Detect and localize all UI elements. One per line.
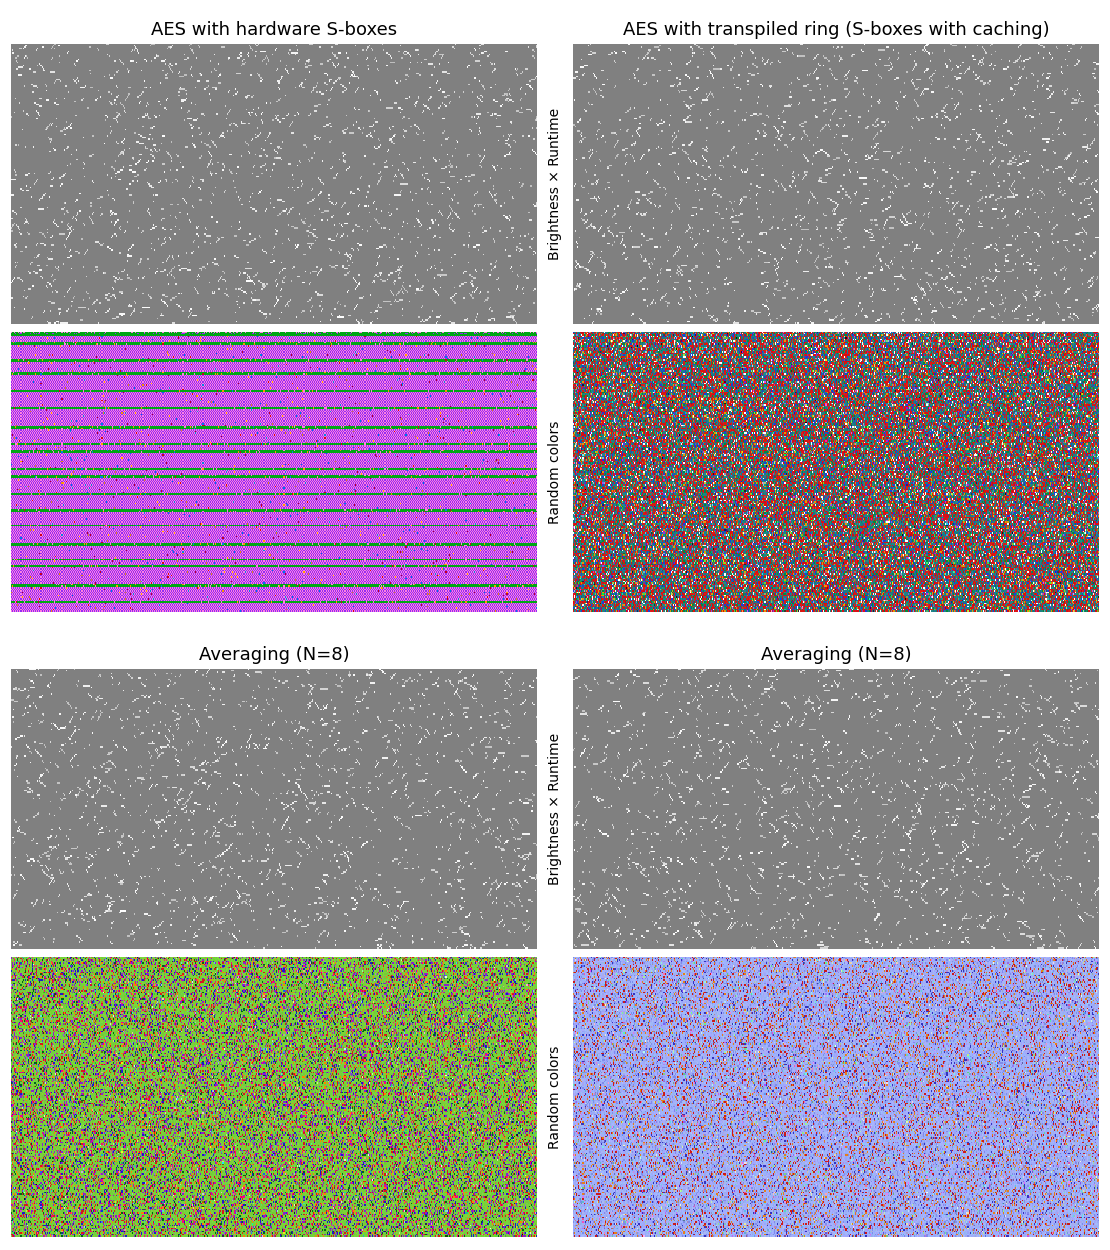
Text: Brightness × Runtime: Brightness × Runtime: [548, 732, 562, 885]
Text: Averaging (N=8): Averaging (N=8): [760, 646, 911, 664]
Text: Averaging (N=8): Averaging (N=8): [199, 646, 350, 664]
Text: Random colors: Random colors: [548, 1046, 562, 1149]
Text: AES with hardware S-boxes: AES with hardware S-boxes: [151, 21, 397, 39]
Text: Brightness × Runtime: Brightness × Runtime: [548, 107, 562, 260]
Text: AES with transpiled ring (S-boxes with caching): AES with transpiled ring (S-boxes with c…: [623, 21, 1049, 39]
Text: Random colors: Random colors: [548, 420, 562, 524]
